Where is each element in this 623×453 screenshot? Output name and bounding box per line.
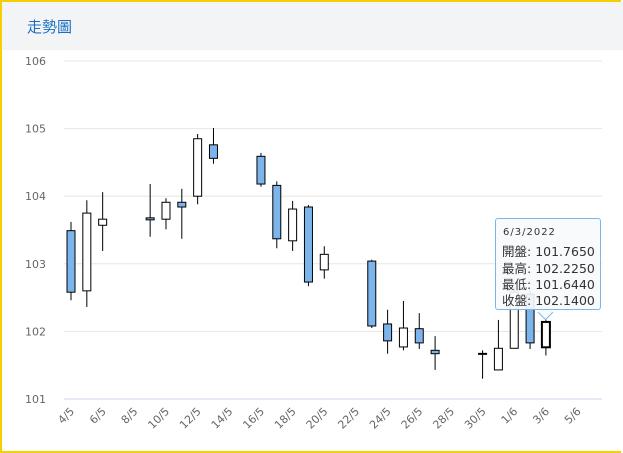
candle-body (319, 253, 329, 271)
tooltip-high: 最高: 102.2250 (502, 261, 595, 276)
candle-body (66, 230, 76, 293)
x-tick-label: 10/5 (145, 405, 172, 432)
x-tick-label: 16/5 (240, 405, 267, 432)
tooltip: 6/3/2022 開盤: 101.7650 最高: 102.2250 最低: 1… (495, 218, 601, 310)
x-tick-label: 1/6 (499, 405, 521, 427)
candle-body (145, 217, 155, 221)
x-tick-label: 18/5 (272, 405, 299, 432)
candle-body (82, 212, 92, 292)
x-tick-label: 6/5 (87, 405, 109, 427)
candle-body (256, 155, 266, 185)
y-tick-label: 104 (25, 190, 46, 203)
y-tick-label: 103 (25, 258, 46, 271)
tooltip-low: 最低: 101.6440 (502, 277, 595, 292)
x-tick-label: 12/5 (177, 405, 204, 432)
x-tick-label: 8/5 (119, 405, 141, 427)
candle-body (161, 201, 171, 220)
x-tick-label: 28/5 (430, 405, 457, 432)
chart-header: 走勢圖 (2, 2, 623, 50)
candle-body (98, 218, 108, 226)
tooltip-open: 開盤: 101.7650 (502, 244, 595, 259)
x-tick-label: 26/5 (399, 405, 426, 432)
chart-title: 走勢圖 (27, 18, 73, 36)
candle-body (303, 206, 313, 283)
x-tick-label: 14/5 (209, 405, 236, 432)
candle-body (414, 328, 424, 344)
x-tick-label: 22/5 (335, 405, 362, 432)
y-tick-label: 102 (25, 325, 46, 338)
candle-body (177, 201, 187, 208)
candle-body (540, 320, 551, 349)
x-tick-label: 5/6 (562, 405, 584, 427)
candle-body (430, 349, 440, 355)
tooltip-date: 6/3/2022 (503, 227, 556, 238)
candle-body (478, 352, 488, 355)
y-tick-label: 106 (25, 55, 46, 68)
candle-body (383, 323, 393, 342)
x-tick-label: 30/5 (462, 405, 489, 432)
candle-body (398, 327, 408, 348)
candle-body (288, 208, 298, 242)
y-tick-label: 105 (25, 123, 46, 136)
tooltip-close: 收盤: 102.1400 (502, 293, 595, 308)
candle-body (367, 260, 377, 327)
x-tick-label: 24/5 (367, 405, 394, 432)
x-tick-label: 3/6 (530, 405, 552, 427)
x-tick-label: 20/5 (304, 405, 331, 432)
candle-body (208, 144, 218, 159)
y-tick-label: 101 (25, 393, 46, 406)
x-tick-label: 4/5 (55, 405, 77, 427)
candle-body (193, 138, 203, 197)
candle-body (272, 184, 282, 240)
candle-body (493, 347, 503, 371)
